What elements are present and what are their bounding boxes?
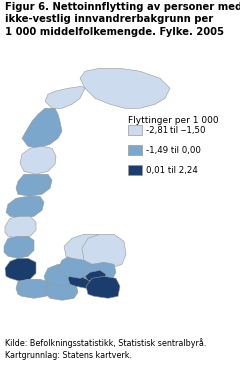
Polygon shape <box>84 262 116 282</box>
Text: -1,49 til 0,00: -1,49 til 0,00 <box>146 146 201 155</box>
Polygon shape <box>16 174 52 196</box>
Polygon shape <box>82 234 126 268</box>
Bar <box>128 165 142 175</box>
Polygon shape <box>58 252 96 278</box>
Bar <box>128 145 142 155</box>
Text: Figur 6. Nettoinnflytting av personer med
ikke-vestlig innvandrerbakgrunn per
1 : Figur 6. Nettoinnflytting av personer me… <box>5 2 240 37</box>
Text: 0,01 til 2,24: 0,01 til 2,24 <box>146 166 198 175</box>
Polygon shape <box>20 146 56 174</box>
Polygon shape <box>5 216 36 238</box>
Polygon shape <box>16 279 52 298</box>
Polygon shape <box>86 276 120 298</box>
Polygon shape <box>80 68 170 108</box>
Polygon shape <box>44 264 80 286</box>
Polygon shape <box>45 86 85 108</box>
Text: Flyttinger per 1 000: Flyttinger per 1 000 <box>128 116 219 125</box>
Bar <box>125 113 233 188</box>
Bar <box>128 125 142 135</box>
Text: Kilde: Befolkningsstatistikk, Statistisk sentralbyrå.
Kartgrunnlag: Statens kart: Kilde: Befolkningsstatistikk, Statistisk… <box>5 338 206 360</box>
Polygon shape <box>22 108 62 148</box>
Polygon shape <box>85 270 106 282</box>
Text: -2,81 til ‒1,50: -2,81 til ‒1,50 <box>146 126 205 135</box>
Polygon shape <box>4 236 34 258</box>
Polygon shape <box>64 234 106 260</box>
Polygon shape <box>68 268 96 288</box>
Polygon shape <box>5 258 36 281</box>
Polygon shape <box>6 196 44 218</box>
Polygon shape <box>46 280 78 300</box>
